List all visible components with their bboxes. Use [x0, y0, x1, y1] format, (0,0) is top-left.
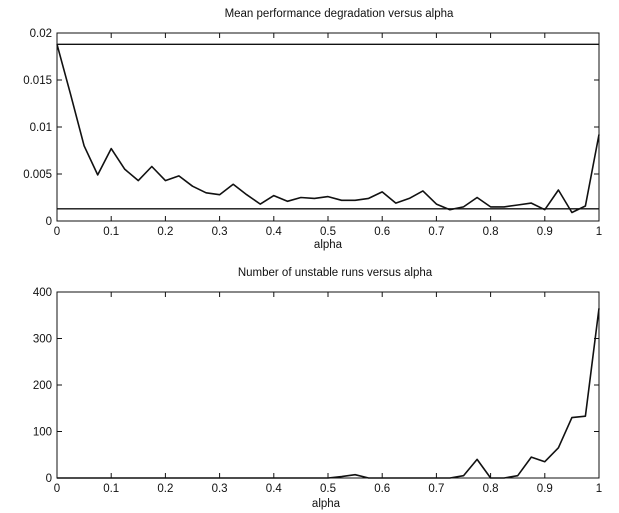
x-axis-ticks: 0 0.1 0.2 0.3 0.4 0.5 0.6 0.7 0.8 0.9 1: [54, 292, 602, 495]
y-tick-label: 0: [46, 216, 52, 228]
y-axis-ticks: 0 0.005 0.01 0.015 0.02: [23, 28, 599, 228]
series-line: [56, 44, 600, 214]
x-tick-label: 0.4: [266, 226, 283, 238]
series-line: [57, 308, 600, 479]
plot-area-frame: [56, 32, 600, 222]
x-tick-label: 0.7: [428, 483, 444, 495]
x-tick-label: 0.1: [103, 483, 119, 495]
y-tick-label: 100: [33, 427, 52, 439]
panel-unstable-runs: Number of unstable runs versus alpha 010…: [33, 267, 602, 510]
x-tick-label: 0.4: [266, 483, 283, 495]
chart-title: Mean performance degradation versus alph…: [225, 8, 454, 20]
y-tick-label: 0: [46, 473, 52, 485]
x-axis-ticks: 0 0.1 0.2 0.3 0.4 0.5 0.6 0.7 0.8 0.9 1: [54, 33, 602, 238]
y-tick-label: 0.02: [30, 28, 52, 40]
x-tick-label: 0.3: [212, 226, 228, 238]
x-tick-label: 0.8: [483, 483, 499, 495]
y-tick-label: 0.015: [23, 75, 52, 87]
x-tick-label: 0.3: [212, 483, 228, 495]
x-tick-label: 0.1: [103, 226, 119, 238]
y-axis-ticks: 0 100 200 300 400: [33, 287, 599, 485]
y-tick-label: 300: [33, 334, 52, 346]
x-tick-label: 0.7: [428, 226, 444, 238]
x-tick-label: 0.6: [374, 483, 390, 495]
panel-performance-degradation: Mean performance degradation versus alph…: [23, 8, 602, 251]
x-tick-label: 0.2: [157, 226, 173, 238]
x-tick-label: 0.2: [157, 483, 173, 495]
x-tick-label: 0: [54, 483, 60, 495]
y-tick-label: 200: [33, 380, 52, 392]
plot-lines: [56, 43, 600, 214]
plot-lines: [57, 308, 600, 479]
x-tick-label: 0.9: [537, 226, 553, 238]
plot-area-frame: [56, 291, 600, 479]
x-tick-label: 0.5: [320, 483, 336, 495]
x-tick-label: 0: [54, 226, 60, 238]
x-tick-label: 0.9: [537, 483, 553, 495]
chart-title: Number of unstable runs versus alpha: [238, 267, 433, 279]
x-axis-label: alpha: [312, 498, 341, 510]
y-tick-label: 400: [33, 287, 52, 299]
y-tick-label: 0.01: [30, 122, 52, 134]
x-tick-label: 1: [596, 483, 602, 495]
y-tick-label: 0.005: [23, 169, 52, 181]
x-tick-label: 0.6: [374, 226, 390, 238]
x-tick-label: 0.5: [320, 226, 336, 238]
x-tick-label: 0.8: [483, 226, 499, 238]
x-tick-label: 1: [596, 226, 602, 238]
x-axis-label: alpha: [314, 239, 343, 251]
